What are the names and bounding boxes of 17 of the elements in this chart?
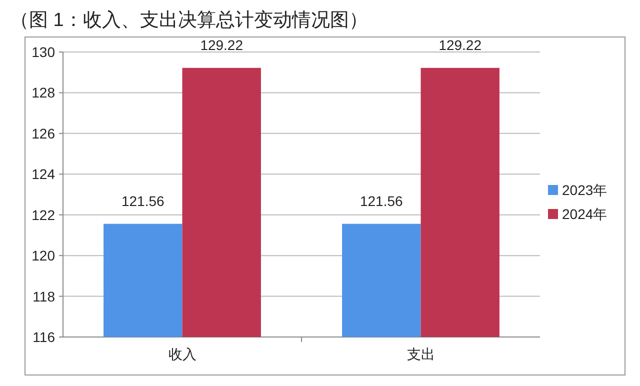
y-tick-label: 130	[32, 44, 56, 60]
data-label: 121.56	[121, 192, 165, 209]
data-label: 129.22	[200, 36, 244, 53]
x-tick-label: 支出	[406, 346, 435, 362]
legend-label: 2023年	[562, 182, 608, 198]
y-tick-label: 120	[32, 248, 56, 264]
y-tick-label: 128	[32, 84, 56, 101]
data-label: 129.22	[438, 36, 482, 53]
chart-title: （图 1：收入、支出决算总计变动情况图）	[10, 9, 368, 31]
y-tick-label: 124	[32, 166, 56, 182]
y-tick-label: 118	[32, 288, 56, 304]
y-tick-label: 122	[32, 206, 56, 223]
legend-label: 2024年	[562, 206, 608, 222]
x-tick-label: 收入	[168, 346, 196, 362]
y-tick-label: 126	[32, 125, 56, 142]
y-tick-label: 116	[32, 329, 56, 345]
data-label: 121.56	[360, 192, 404, 209]
